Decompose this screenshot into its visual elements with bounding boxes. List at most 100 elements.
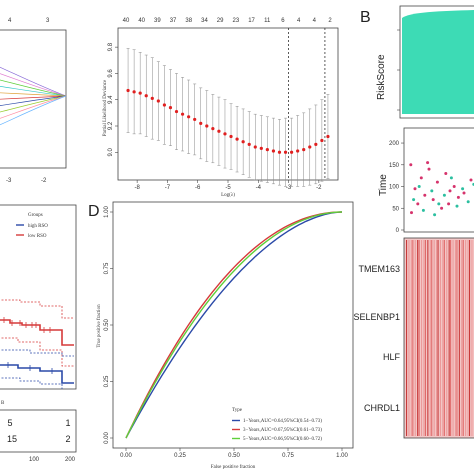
heatmap-cell xyxy=(410,240,412,436)
heatmap-cell xyxy=(467,240,469,436)
time-point xyxy=(412,198,416,202)
panel-c-censor-marks xyxy=(3,317,53,374)
panel-a-frame xyxy=(0,29,67,169)
deviance-point xyxy=(162,103,166,107)
panel-c-legend-low: low RSO xyxy=(28,234,47,239)
panel-a2-ylabel: Partial Likelihood Deviance xyxy=(103,79,108,136)
panel-d: D 0.00 0.25 0.50 0.75 1.00 0.00 0.25 0.50 0.75 1… xyxy=(88,201,354,470)
coef-path-line xyxy=(0,79,67,97)
panel-b-time-tick-label: 0 xyxy=(396,228,400,234)
deviance-point xyxy=(174,109,179,114)
time-point xyxy=(430,189,434,193)
heatmap-cell xyxy=(442,240,444,436)
survival-curve-low xyxy=(0,319,74,346)
time-point xyxy=(444,171,448,175)
panel-a2-y-tick-label: 9.8 xyxy=(108,42,114,51)
panel-a2-y-tick-label: 9.6 xyxy=(108,69,114,78)
deviance-point xyxy=(277,150,282,154)
heatmap-cell xyxy=(414,240,416,436)
deviance-point xyxy=(247,142,251,146)
time-point xyxy=(447,202,451,206)
coef-path-line xyxy=(0,95,67,106)
deviance-point xyxy=(253,145,257,149)
panel-a2-y-tick-label: 9.4 xyxy=(108,95,114,104)
heatmap-row-label: CHRDL1 xyxy=(364,403,400,413)
time-point xyxy=(409,163,413,167)
time-point xyxy=(442,193,446,197)
time-point xyxy=(423,193,427,197)
time-point xyxy=(469,178,473,182)
panel-d-x-tick-label: 0.00 xyxy=(120,453,132,459)
panel-b: B RiskScore Time 0 50 100 150 200 TMEM163 SE… xyxy=(353,5,474,439)
time-point xyxy=(421,208,425,212)
panel-a2-top-tick: 38 xyxy=(185,18,192,24)
deviance-point xyxy=(138,91,142,95)
time-point xyxy=(449,176,453,180)
heatmap-cell xyxy=(469,240,471,436)
panel-a2-y-tick-label: 9.0 xyxy=(108,147,114,156)
panel-a2: 40 40 39 37 38 34 29 23 17 11 6 4 4 2 -8 -7 -6 -5 -4 -3 -2 … xyxy=(103,18,339,198)
risk-table-cell: 2 xyxy=(65,434,70,444)
time-point xyxy=(413,187,417,191)
panel-a-x-tick: -2 xyxy=(41,178,47,184)
deviance-point xyxy=(235,137,239,141)
panel-a2-top-ticks: 40 40 39 37 38 34 29 23 17 11 6 4 4 2 xyxy=(123,18,333,24)
panel-a2-top-tick: 17 xyxy=(248,18,255,24)
legend-entry: 3−Years,AUC=0.67,95%CI(0.61−0.73) xyxy=(243,428,322,433)
deviance-point xyxy=(199,121,203,125)
heatmap-cell xyxy=(471,240,473,436)
deviance-point xyxy=(150,96,154,100)
panel-a2-x-tick-label: -8 xyxy=(134,185,140,191)
panel-d-ylabel: True positive fraction xyxy=(97,304,102,348)
survival-ci-high-lower xyxy=(0,377,63,389)
heatmap-cell xyxy=(412,240,414,436)
panel-d-y-tick-label: 0.75 xyxy=(104,262,110,274)
panel-a2-xlabel: Log(λ) xyxy=(221,193,235,198)
deviance-point xyxy=(144,94,148,98)
panel-a2-top-tick: 4 xyxy=(313,18,317,24)
panel-d-letter: D xyxy=(88,203,100,220)
panel-c: Groups high RSO low RSO B 5 1 15 2 100 2… xyxy=(0,204,77,463)
panel-a-top-tick: 4 xyxy=(8,18,12,24)
panel-a2-top-tick: 40 xyxy=(138,18,145,24)
deviance-point xyxy=(296,149,300,153)
heatmap-cell xyxy=(418,240,420,436)
risk-table-cell: 1 xyxy=(65,418,70,428)
deviance-point xyxy=(211,127,215,131)
panel-d-roc-curves xyxy=(125,211,343,439)
time-point xyxy=(433,213,437,217)
panel-b-time-frame xyxy=(403,127,474,233)
deviance-point xyxy=(205,124,209,128)
panel-b-time-tick-label: 150 xyxy=(389,163,400,169)
survival-curve-high xyxy=(0,364,74,384)
survival-ci-low-upper xyxy=(0,299,74,319)
heatmap-cell xyxy=(462,240,464,436)
heatmap-cell xyxy=(458,240,460,436)
coef-path-line xyxy=(0,95,67,100)
panel-a2-top-tick: 29 xyxy=(217,18,224,24)
time-point xyxy=(416,202,420,206)
panel-a2-y-tick-label: 9.2 xyxy=(108,121,114,130)
panel-a2-x-tick-label: -7 xyxy=(165,185,171,191)
heatmap-row-label: TMEM163 xyxy=(358,264,400,274)
deviance-point xyxy=(187,115,191,119)
heatmap-cell xyxy=(465,240,467,436)
risk-score-area xyxy=(402,10,474,114)
survival-ci-high-upper xyxy=(0,349,74,357)
panel-d-legend-title: Type xyxy=(232,408,243,413)
coef-path-line xyxy=(0,73,67,97)
panel-d-xlabel: False positive fraction xyxy=(211,465,256,470)
panel-a2-top-tick: 11 xyxy=(264,18,271,24)
deviance-point xyxy=(180,112,185,116)
coef-path-line xyxy=(0,92,67,97)
deviance-point xyxy=(229,134,233,139)
panel-d-y-ticks: 0.00 0.25 0.50 0.75 1.00 xyxy=(104,206,113,444)
heatmap-cell xyxy=(427,240,429,436)
deviance-point xyxy=(302,148,306,152)
panel-a-x-tick: -3 xyxy=(6,178,12,184)
risk-table-cell: 15 xyxy=(7,434,17,444)
panel-c-frame xyxy=(0,204,77,390)
deviance-point xyxy=(193,117,197,122)
panel-b-time-y-ticks: 0 50 100 150 200 xyxy=(389,141,404,234)
